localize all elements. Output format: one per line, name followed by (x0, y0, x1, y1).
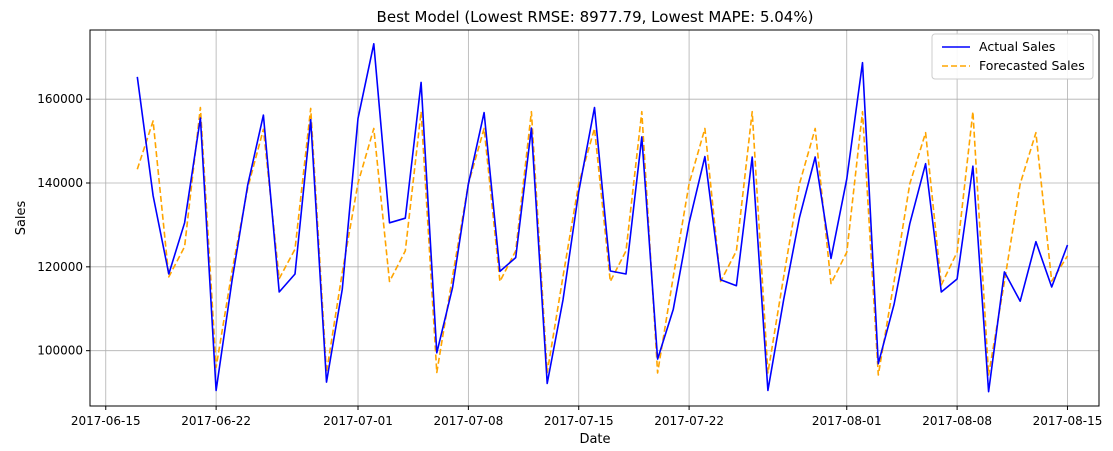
x-tick-label: 2017-06-15 (71, 414, 141, 428)
series-group (136, 42, 1069, 393)
x-tick-label: 2017-08-08 (922, 414, 992, 428)
legend-label-actual-sales: Actual Sales (979, 39, 1055, 54)
x-axis-ticks: 2017-06-15 2017-06-22 2017-07-01 2017-07-08… (71, 406, 1102, 428)
plot-frame (89, 29, 1100, 407)
y-tick-label: 120000 (37, 260, 83, 274)
y-axis-ticks: 100000 120000 140000 160000 (37, 92, 90, 358)
x-tick-label: 2017-08-15 (1033, 414, 1103, 428)
y-tick-label: 160000 (37, 92, 83, 106)
legend-label-forecasted-sales: Forecasted Sales (979, 58, 1085, 73)
x-tick-label: 2017-08-01 (812, 414, 882, 428)
chart-title: Best Model (Lowest RMSE: 8977.79, Lowest… (377, 8, 814, 26)
legend-box (931, 33, 1094, 80)
x-tick-label: 2017-07-08 (434, 414, 504, 428)
x-tick-label: 2017-06-22 (181, 414, 251, 428)
x-tick-label: 2017-07-01 (323, 414, 393, 428)
series-line-actual-sales (136, 42, 1069, 393)
series-line-forecasted-sales (136, 106, 1069, 376)
x-tick-label: 2017-07-22 (654, 414, 724, 428)
legend: Actual Sales Forecasted Sales (931, 33, 1094, 80)
x-tick-label: 2017-07-15 (544, 414, 614, 428)
y-tick-label: 140000 (37, 176, 83, 190)
y-axis-label: Sales (14, 200, 29, 235)
x-axis-label: Date (579, 432, 610, 447)
y-tick-label: 100000 (37, 344, 83, 358)
